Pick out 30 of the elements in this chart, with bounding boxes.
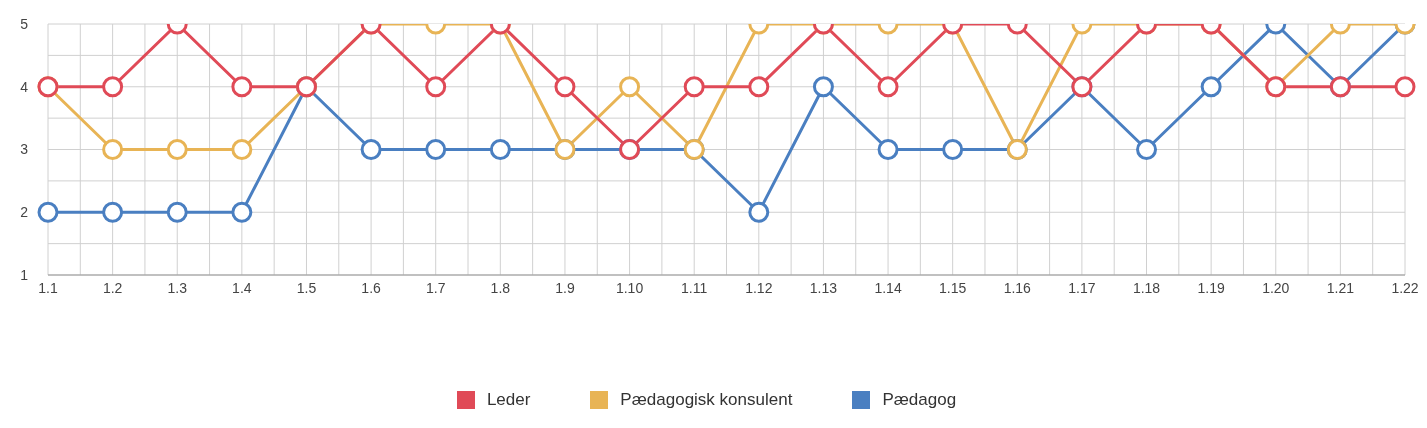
x-tick-label: 1.8 [490, 279, 511, 296]
y-tick-label: 2 [20, 204, 29, 221]
x-tick-label: 1.5 [296, 279, 317, 296]
x-tick-label: 1.15 [939, 279, 967, 296]
legend-label: Pædagogisk konsulent [620, 390, 793, 410]
x-tick-label: 1.18 [1132, 279, 1161, 296]
x-tick-label: 1.3 [167, 279, 188, 296]
y-tick-label: 3 [20, 141, 29, 158]
y-tick-label: 1 [20, 266, 29, 283]
x-tick-label: 1.17 [1068, 279, 1096, 296]
x-tick-label: 1.14 [874, 279, 902, 296]
x-tick-label: 1.1 [38, 279, 58, 296]
y-tick-label: 4 [20, 78, 29, 95]
x-tick-label: 1.10 [615, 279, 644, 296]
x-tick-label: 1.13 [809, 279, 838, 296]
x-tick-label: 1.12 [745, 279, 773, 296]
x-tick-label: 1.20 [1262, 279, 1290, 296]
legend-label: Leder [486, 390, 531, 410]
x-tick-label: 1.4 [232, 279, 252, 296]
x-tick-label: 1.22 [1391, 279, 1419, 296]
x-tick-label: 1.21 [1326, 279, 1355, 296]
legend-label: Pædagog [882, 390, 957, 410]
y-tick-label: 5 [20, 15, 29, 32]
x-tick-label: 1.6 [361, 279, 382, 296]
x-tick-label: 1.19 [1197, 279, 1225, 296]
x-tick-label: 1.2 [102, 279, 123, 296]
x-tick-label: 1.11 [681, 279, 708, 296]
x-tick-label: 1.9 [555, 279, 575, 296]
x-tick-label: 1.7 [425, 279, 446, 296]
x-tick-label: 1.16 [1003, 279, 1032, 296]
